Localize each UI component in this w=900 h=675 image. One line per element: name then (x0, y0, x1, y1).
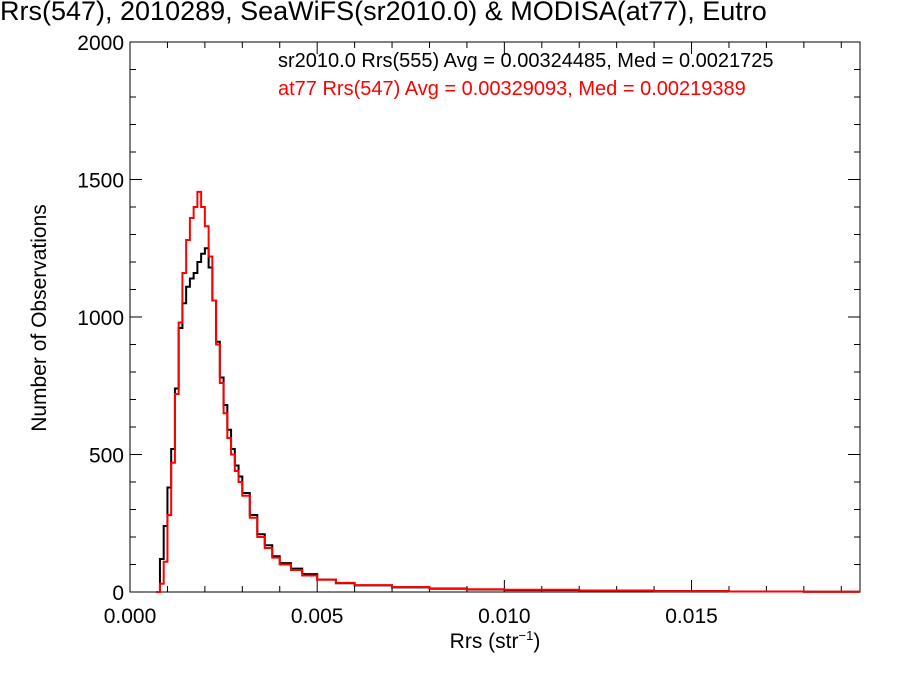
x-axis-label-superscript: −1 (518, 628, 534, 643)
y-tick-label: 0 (112, 582, 124, 605)
series-at77-line (156, 190, 860, 593)
plot-frame (129, 41, 861, 593)
y-tick-label: 2000 (77, 32, 124, 55)
x-axis-label: Rrs (str−1) (0, 628, 900, 654)
y-tick-label: 500 (89, 445, 124, 468)
legend-entry-sr2010: sr2010.0 Rrs(555) Avg = 0.00324485, Med … (278, 50, 774, 72)
x-tick-label: 0.000 (104, 605, 157, 628)
chart-title: Rrs(547), 2010289, SeaWiFS(sr2010.0) & M… (0, 0, 767, 26)
x-tick-label: 0.010 (478, 605, 531, 628)
legend-entry-at77: at77 Rrs(547) Avg = 0.00329093, Med = 0.… (278, 78, 746, 100)
y-tick-label: 1500 (77, 170, 124, 193)
x-tick-label: 0.015 (665, 605, 718, 628)
series-sr2010-line (156, 247, 860, 593)
y-axis-label: Number of Observations (28, 204, 51, 432)
x-axis-label-main: Rrs (str (449, 630, 519, 653)
x-axis-label-end: ) (533, 630, 541, 653)
x-tick-label: 0.005 (291, 605, 344, 628)
y-tick-label: 1000 (77, 307, 124, 330)
